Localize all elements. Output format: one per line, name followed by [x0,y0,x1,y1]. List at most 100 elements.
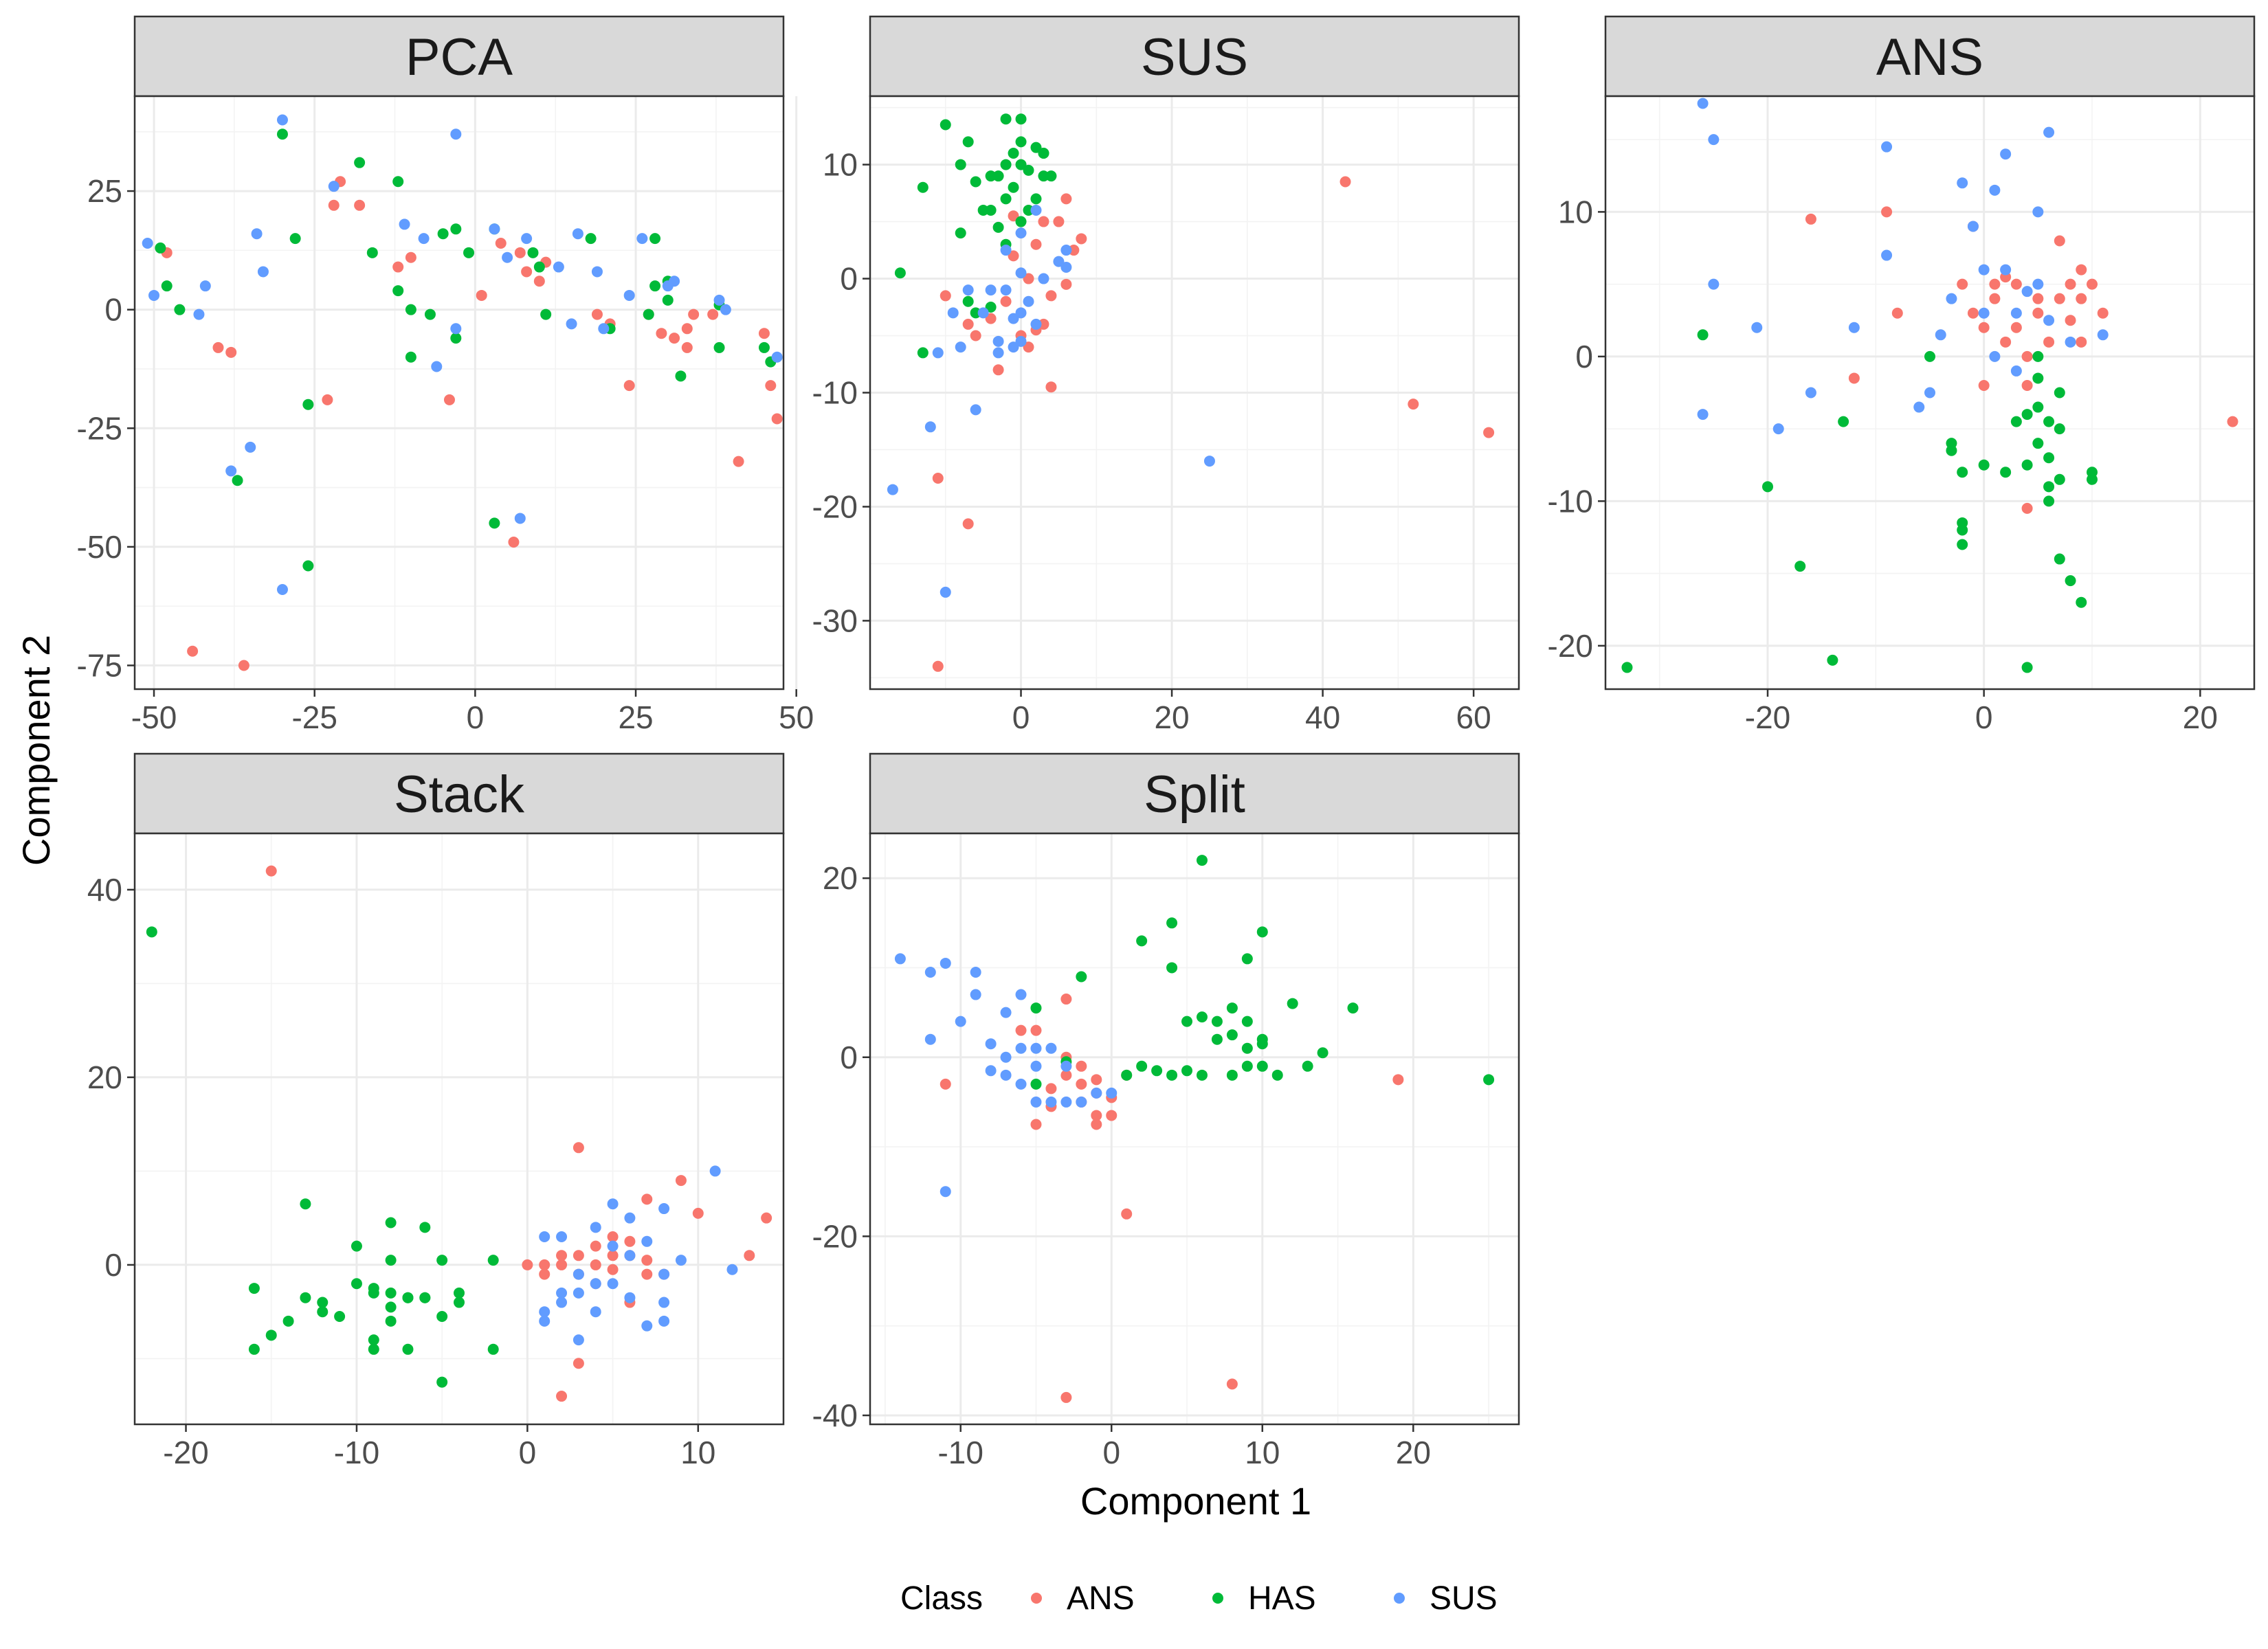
data-point [193,309,205,320]
data-point [1957,278,1968,290]
data-point [932,660,944,672]
y-tick-label: -75 [77,647,122,683]
data-point [248,1343,260,1355]
data-point [624,1212,636,1224]
data-point [2227,416,2238,427]
data-point [1241,1060,1253,1072]
legend-key [1212,1593,1223,1604]
data-point [992,364,1004,376]
data-point [1008,181,1019,193]
series-ans [1805,206,2238,514]
data-point [2076,293,2087,304]
data-point [1060,994,1072,1005]
y-axis-title: Component 2 [14,635,58,866]
data-point [282,1315,294,1327]
data-point [947,307,959,319]
data-point [366,247,378,258]
data-point [450,128,462,140]
data-point [955,1016,966,1027]
data-point [436,1311,448,1323]
data-point [265,865,277,877]
data-point [521,233,533,245]
data-point [924,1033,936,1045]
data-point [692,1207,704,1219]
x-tick-label: -25 [291,699,337,735]
series-sus [1697,98,2109,435]
data-point [2021,350,2033,362]
y-tick-label: -40 [812,1398,858,1433]
data-point [463,247,475,258]
data-point [322,394,333,405]
data-point [289,233,301,245]
data-point [187,645,199,657]
data-point [385,1315,397,1327]
data-point [2054,387,2065,399]
data-point [1946,293,1957,304]
data-point [1211,1016,1223,1027]
data-point [1794,561,1806,572]
y-tick-label: -50 [77,529,122,565]
data-point [450,333,462,344]
data-point [2021,409,2033,420]
data-point [585,233,597,245]
data-point [225,346,237,358]
data-point [887,484,898,495]
data-point [1060,1391,1072,1403]
facet-title: PCA [405,28,513,87]
data-point [1967,307,1979,319]
data-point [744,1250,755,1261]
facet-title: Stack [394,765,525,824]
data-point [2010,365,2022,377]
data-point [2054,293,2065,304]
data-point [1151,1065,1163,1077]
data-point [1015,113,1027,125]
data-point [328,199,340,211]
data-point [142,238,153,249]
data-point [658,1203,670,1215]
data-point [1023,204,1034,216]
data-point [1203,456,1215,467]
data-point [199,280,211,292]
data-point [1076,1096,1087,1108]
x-tick-label: 0 [467,699,485,735]
data-point [675,370,687,382]
data-point [161,280,173,292]
data-point [572,1250,584,1261]
data-point [1989,278,2001,290]
data-point [556,1297,568,1308]
data-point [556,1231,568,1242]
y-tick-label: 20 [87,1059,122,1095]
data-point [450,323,462,335]
data-point [758,328,770,339]
x-tick-label: 25 [618,699,653,735]
data-point [940,586,951,598]
data-point [992,221,1004,233]
data-point [1838,416,1849,427]
facet-strip [1604,15,2256,98]
data-point [1038,147,1049,159]
data-point [771,413,783,425]
data-point [985,1065,997,1077]
data-point [437,228,449,240]
x-axis-title: Component 1 [1080,1479,1311,1523]
data-point [2021,502,2033,514]
data-point [385,1217,397,1229]
data-point [970,989,981,1000]
data-point [977,204,989,216]
data-point [354,199,366,211]
x-tick-label: 20 [2183,699,2218,735]
x-tick-label: 40 [1305,699,1340,735]
panel-background [135,96,783,689]
data-point [1008,341,1019,353]
data-point [2043,336,2055,348]
y-tick-label: -20 [812,489,858,524]
data-point [1924,350,1935,362]
data-point [924,421,936,433]
panel-background [135,833,783,1424]
data-point [675,1255,687,1266]
data-point [328,181,340,192]
data-point [2054,235,2065,247]
data-point [1226,1029,1238,1041]
x-tick-label: 0 [1102,1435,1120,1470]
data-point [2021,286,2033,298]
